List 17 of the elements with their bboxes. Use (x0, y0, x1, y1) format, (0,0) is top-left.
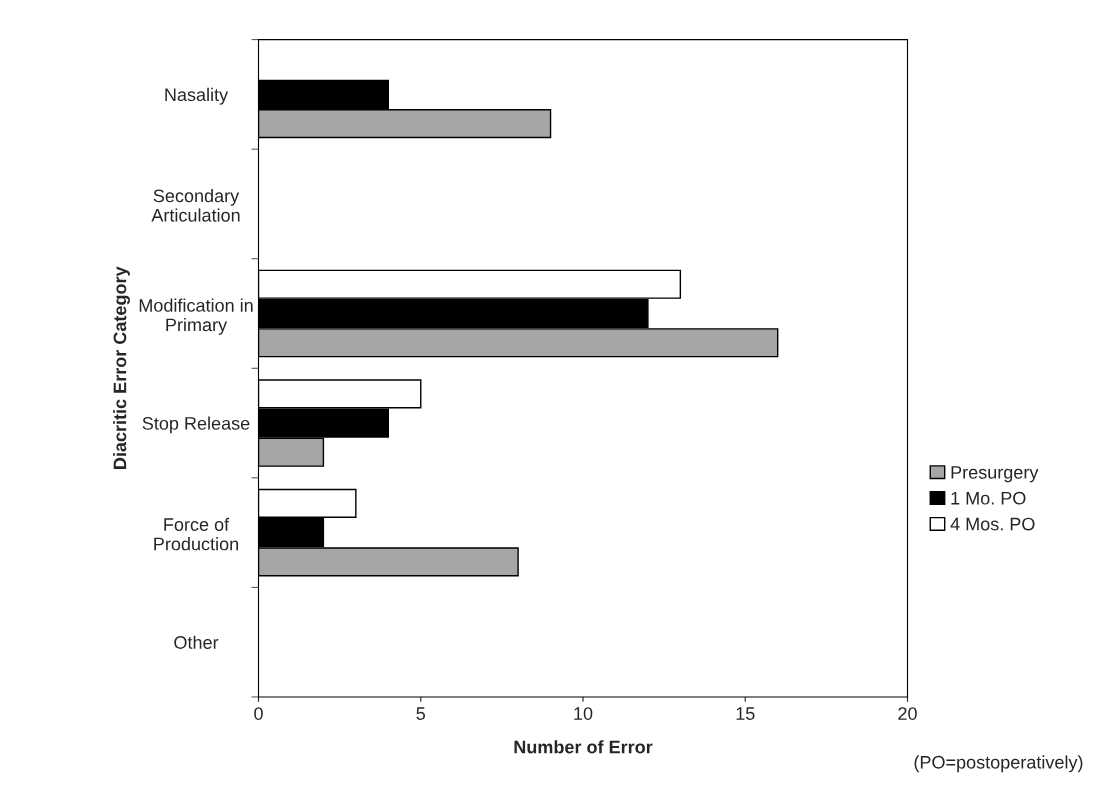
y-tick-label: Force of Production (154, 517, 238, 551)
legend-label: 4 Mos. PO (950, 517, 1035, 531)
legend-label: Presurgery (951, 466, 1039, 483)
text: (PO=postoperatively) (914, 755, 1083, 773)
x-tick-label: 10 (574, 707, 593, 720)
y-tick-label: Modification in Primary (139, 298, 253, 335)
x-tick-label: 0 (254, 707, 263, 720)
x-tick-label: 5 (416, 707, 426, 720)
x-tick-label: 20 (898, 707, 917, 720)
y-axis-title: Diacritic Error Category (113, 266, 130, 469)
y-tick-label: Secondary Articulation (151, 188, 240, 222)
y-tick-label: Other (174, 635, 219, 649)
x-tick-label: 15 (736, 707, 755, 720)
y-tick-label: Stop Release (142, 416, 250, 434)
y-tick-label: Nasality (165, 87, 229, 105)
legend-label: 1 Mo. PO (951, 491, 1026, 505)
x-axis-title: Number of Error (514, 740, 653, 754)
